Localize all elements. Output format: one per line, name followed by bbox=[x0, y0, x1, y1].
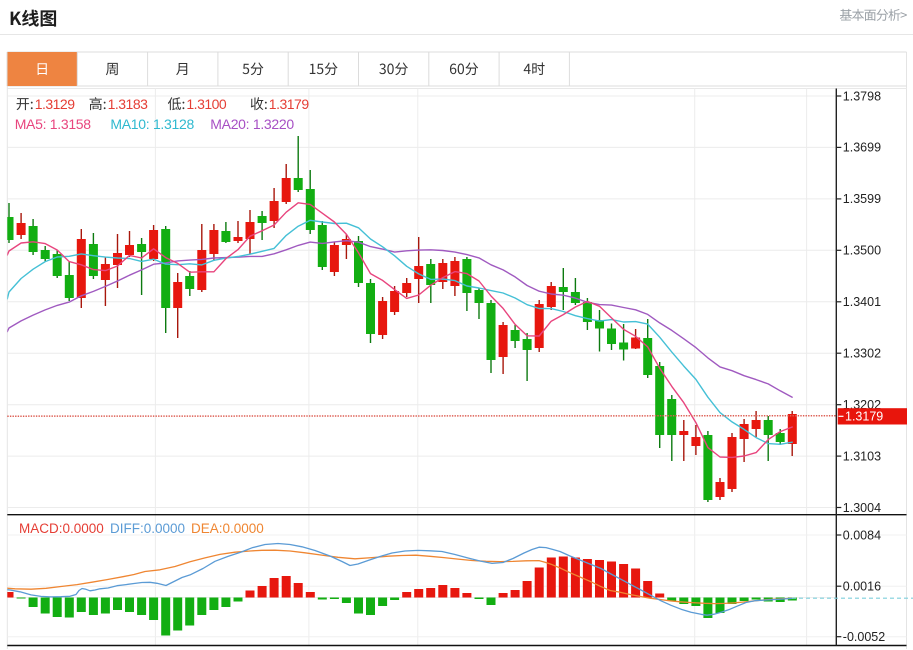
svg-text:DEA:0.0000: DEA:0.0000 bbox=[191, 521, 264, 536]
svg-text:1.3798: 1.3798 bbox=[843, 89, 881, 103]
svg-text:1.3100: 1.3100 bbox=[186, 96, 227, 112]
svg-text:1.3401: 1.3401 bbox=[843, 295, 881, 309]
svg-text:MA10: 1.3128: MA10: 1.3128 bbox=[110, 116, 194, 132]
svg-text:1.3699: 1.3699 bbox=[843, 141, 881, 155]
svg-text:1.3500: 1.3500 bbox=[843, 244, 881, 258]
svg-text:MACD:0.0000: MACD:0.0000 bbox=[19, 521, 104, 536]
svg-text:MA5: 1.3158: MA5: 1.3158 bbox=[15, 116, 92, 132]
svg-text:0.0016: 0.0016 bbox=[843, 580, 881, 594]
svg-text:1.3599: 1.3599 bbox=[843, 192, 881, 206]
svg-text:DIFF:0.0000: DIFF:0.0000 bbox=[110, 521, 185, 536]
svg-text:1.3179: 1.3179 bbox=[845, 410, 883, 424]
svg-text:MA20: 1.3220: MA20: 1.3220 bbox=[210, 116, 294, 132]
svg-text:1.3004: 1.3004 bbox=[843, 501, 881, 515]
svg-text:1.3302: 1.3302 bbox=[843, 347, 881, 361]
svg-text:1.3103: 1.3103 bbox=[843, 449, 881, 463]
svg-text:0.0084: 0.0084 bbox=[843, 528, 881, 542]
svg-text:-0.0052: -0.0052 bbox=[843, 630, 885, 644]
svg-text:1.3183: 1.3183 bbox=[108, 96, 149, 112]
svg-text:1.3179: 1.3179 bbox=[269, 96, 310, 112]
svg-text:1.3129: 1.3129 bbox=[35, 96, 76, 112]
